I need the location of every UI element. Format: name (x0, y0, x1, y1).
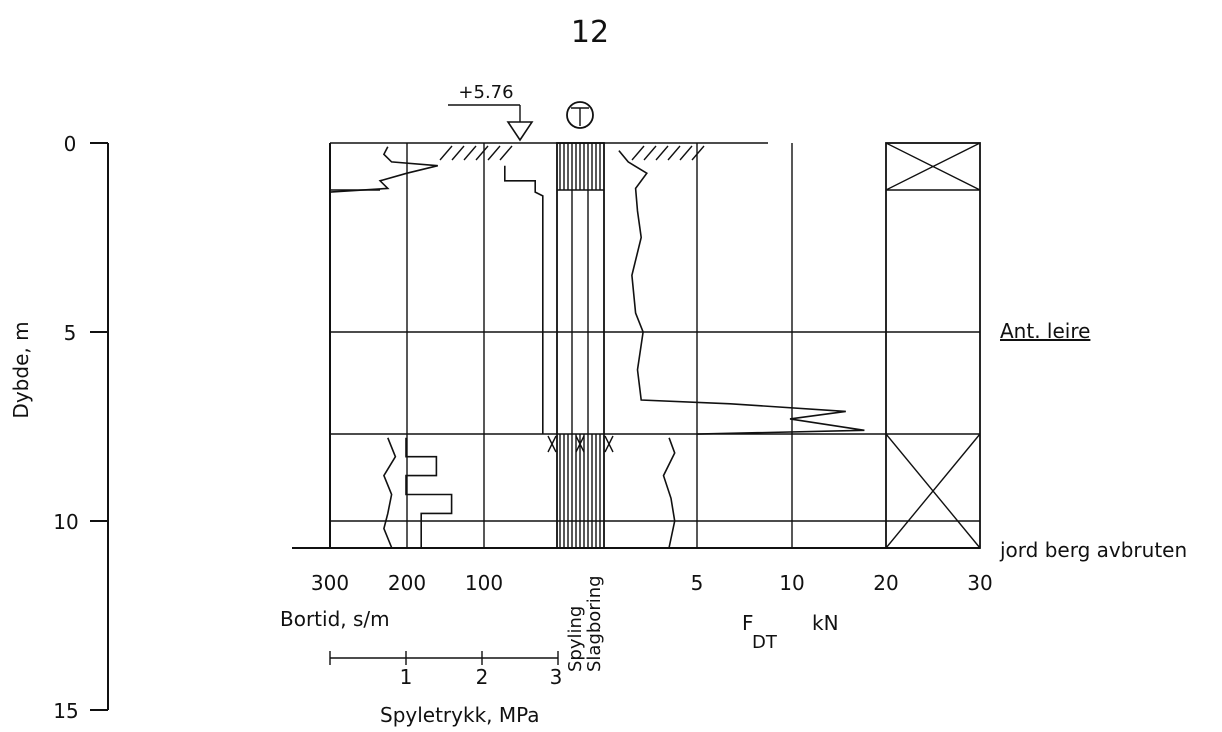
spyletrykk-tick-3: 3 (550, 665, 563, 689)
force-trace-4 (618, 150, 865, 435)
force-axis-label-main: F (742, 611, 754, 635)
slagboring-fill-bottom (559, 434, 601, 548)
force-axis: 5 10 20 30 F DT kN (691, 571, 993, 653)
annotation-jord-berg: jord berg avbruten (999, 538, 1187, 562)
elevation-label: +5.76 (458, 82, 513, 103)
ground-hatching (439, 145, 705, 161)
bortid-tick-300: 300 (311, 571, 349, 595)
spyletrykk-tick-2: 2 (476, 665, 489, 689)
spyletrykk-axis-label: Spyletrykk, MPa (380, 703, 540, 727)
slagboring-fill-top (557, 143, 604, 191)
bortid-trace-1 (383, 437, 397, 548)
bortid-axis: 300 200 100 Bortid, s/m (280, 571, 503, 631)
force-tick-20: 20 (873, 571, 898, 595)
depth-tick-15: 15 (53, 699, 78, 723)
bortid-tick-200: 200 (388, 571, 426, 595)
depth-tick-10: 10 (53, 510, 78, 534)
cross-markers (547, 435, 614, 453)
plot-frame (292, 142, 980, 549)
depth-axis: 0 5 10 15 Dybde, m (9, 132, 109, 723)
force-axis-label-sub: DT (752, 632, 778, 653)
spyletrykk-axis: 1 2 3 Spyletrykk, MPa (329, 651, 563, 727)
boring-method-column (547, 142, 614, 549)
bortid-tick-100: 100 (465, 571, 503, 595)
t-symbol-icon (566, 101, 594, 129)
spyletrykk-tick-1: 1 (400, 665, 413, 689)
force-tick-10: 10 (779, 571, 804, 595)
page-number: 12 (571, 15, 609, 50)
depth-axis-label: Dybde, m (9, 321, 33, 418)
annotation-ant-leire: Ant. leire (1000, 319, 1090, 343)
spyletrykk-trace-3 (405, 437, 453, 548)
data-traces (329, 146, 865, 548)
bortid-trace-0 (329, 146, 438, 193)
spyletrykk-trace-2 (504, 165, 544, 435)
sample-boxes (885, 142, 981, 549)
bortid-axis-label: Bortid, s/m (280, 607, 390, 631)
column-label-slagboring: Slagboring (584, 575, 605, 672)
elevation-marker: +5.76 (448, 82, 534, 142)
column-labels: Spyling Slagboring (565, 575, 605, 672)
force-tick-30: 30 (967, 571, 992, 595)
force-tick-5: 5 (691, 571, 704, 595)
column-label-spyling: Spyling (565, 606, 586, 672)
depth-tick-0: 0 (64, 132, 77, 156)
force-trace-5 (662, 437, 676, 548)
depth-tick-5: 5 (64, 321, 77, 345)
force-axis-label-unit: kN (812, 611, 839, 635)
